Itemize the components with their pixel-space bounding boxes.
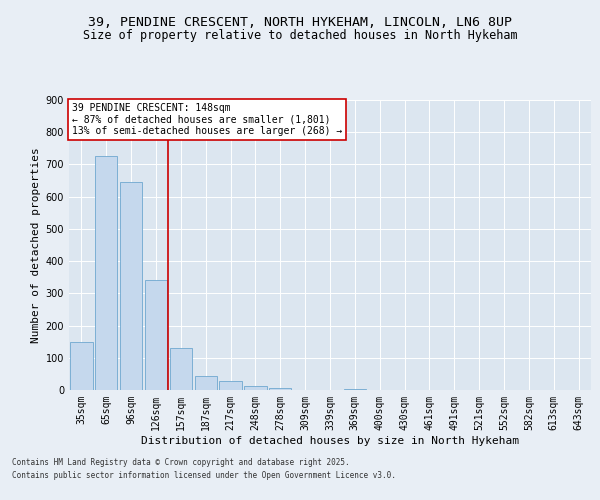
Bar (220, 381, 242, 390)
Y-axis label: Number of detached properties: Number of detached properties (31, 147, 41, 343)
Text: Contains public sector information licensed under the Open Government Licence v3: Contains public sector information licen… (12, 472, 396, 480)
X-axis label: Distribution of detached houses by size in North Hykeham: Distribution of detached houses by size … (141, 436, 519, 446)
Text: Size of property relative to detached houses in North Hykeham: Size of property relative to detached ho… (83, 30, 517, 43)
Text: 39, PENDINE CRESCENT, NORTH HYKEHAM, LINCOLN, LN6 8UP: 39, PENDINE CRESCENT, NORTH HYKEHAM, LIN… (88, 16, 512, 29)
Bar (244, 386, 266, 390)
Bar (194, 376, 217, 390)
Bar (344, 389, 366, 390)
Bar (120, 182, 142, 390)
Bar (70, 342, 92, 390)
Bar (145, 280, 167, 390)
Bar (170, 348, 192, 390)
Bar (269, 388, 292, 390)
Bar (95, 156, 118, 390)
Text: 39 PENDINE CRESCENT: 148sqm
← 87% of detached houses are smaller (1,801)
13% of : 39 PENDINE CRESCENT: 148sqm ← 87% of det… (71, 103, 342, 136)
Text: Contains HM Land Registry data © Crown copyright and database right 2025.: Contains HM Land Registry data © Crown c… (12, 458, 350, 467)
